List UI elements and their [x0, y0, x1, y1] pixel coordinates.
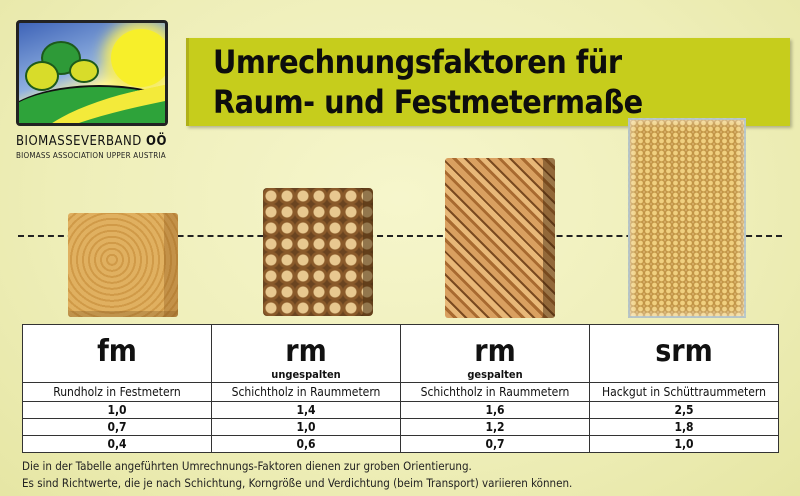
footnote-line: Die in der Tabelle angeführten Umrechnun…	[22, 459, 472, 473]
value-cell: 1,0	[211, 418, 401, 436]
solid-wood-cube-image	[68, 213, 178, 317]
value-cell: 1,0	[589, 435, 779, 453]
footnote-line: Es sind Richtwerte, die je nach Schichtu…	[22, 476, 573, 490]
description-cell: Schichtholz in Raummetern	[211, 382, 401, 402]
brand-name: BIOMASSEVERBAND OÖ	[16, 134, 167, 149]
value-cell: 2,5	[589, 401, 779, 419]
footnote: Die in der Tabelle angeführten Umrechnun…	[22, 458, 572, 492]
title-banner: Umrechnungsfaktoren für Raum- und Festme…	[186, 38, 790, 126]
description-cell: Hackgut in Schüttraummetern	[589, 382, 779, 402]
title-line-2: Raum- und Festmetermaße	[213, 83, 643, 121]
value-cell: 1,4	[211, 401, 401, 419]
unit-cell: rm gespalten	[400, 324, 590, 383]
value-cell: 1,8	[589, 418, 779, 436]
unit-cell: fm	[22, 324, 212, 383]
table-row: 1,0 1,4 1,6 2,5	[22, 401, 779, 419]
page-title: Umrechnungsfaktoren für Raum- und Festme…	[213, 42, 643, 122]
split-log-stack-image	[445, 158, 555, 318]
value-cell: 1,2	[400, 418, 590, 436]
unit-header-row: fm rm ungespalten rm gespalten srm	[22, 324, 779, 383]
value-cell: 0,7	[400, 435, 590, 453]
unit-cell: srm	[589, 324, 779, 383]
description-row: Rundholz in Festmetern Schichtholz in Ra…	[22, 382, 779, 402]
tree-graphic	[69, 59, 99, 83]
table-row: 0,4 0,6 0,7 1,0	[22, 435, 779, 453]
value-cell: 1,6	[400, 401, 590, 419]
conversion-table: fm rm ungespalten rm gespalten srm Rundhol…	[22, 324, 779, 453]
value-cell: 1,0	[22, 401, 212, 419]
sun-graphic	[111, 29, 165, 87]
table-row: 0,7 1,0 1,2 1,8	[22, 418, 779, 436]
hill-graphic	[19, 85, 165, 123]
description-cell: Rundholz in Festmetern	[22, 382, 212, 402]
reference-dashed-line	[18, 235, 782, 237]
title-line-1: Umrechnungsfaktoren für	[213, 43, 622, 81]
biomasseverband-logo	[16, 20, 168, 126]
value-cell: 0,6	[211, 435, 401, 453]
value-cell: 0,7	[22, 418, 212, 436]
description-cell: Schichtholz in Raummetern	[400, 382, 590, 402]
unit-cell: rm ungespalten	[211, 324, 401, 383]
wood-chips-box-image	[628, 118, 746, 318]
value-cell: 0,4	[22, 435, 212, 453]
brand-tagline: BIOMASS ASSOCIATION UPPER AUSTRIA	[16, 151, 166, 160]
tree-graphic	[25, 61, 59, 91]
unsplit-log-stack-image	[263, 188, 373, 316]
